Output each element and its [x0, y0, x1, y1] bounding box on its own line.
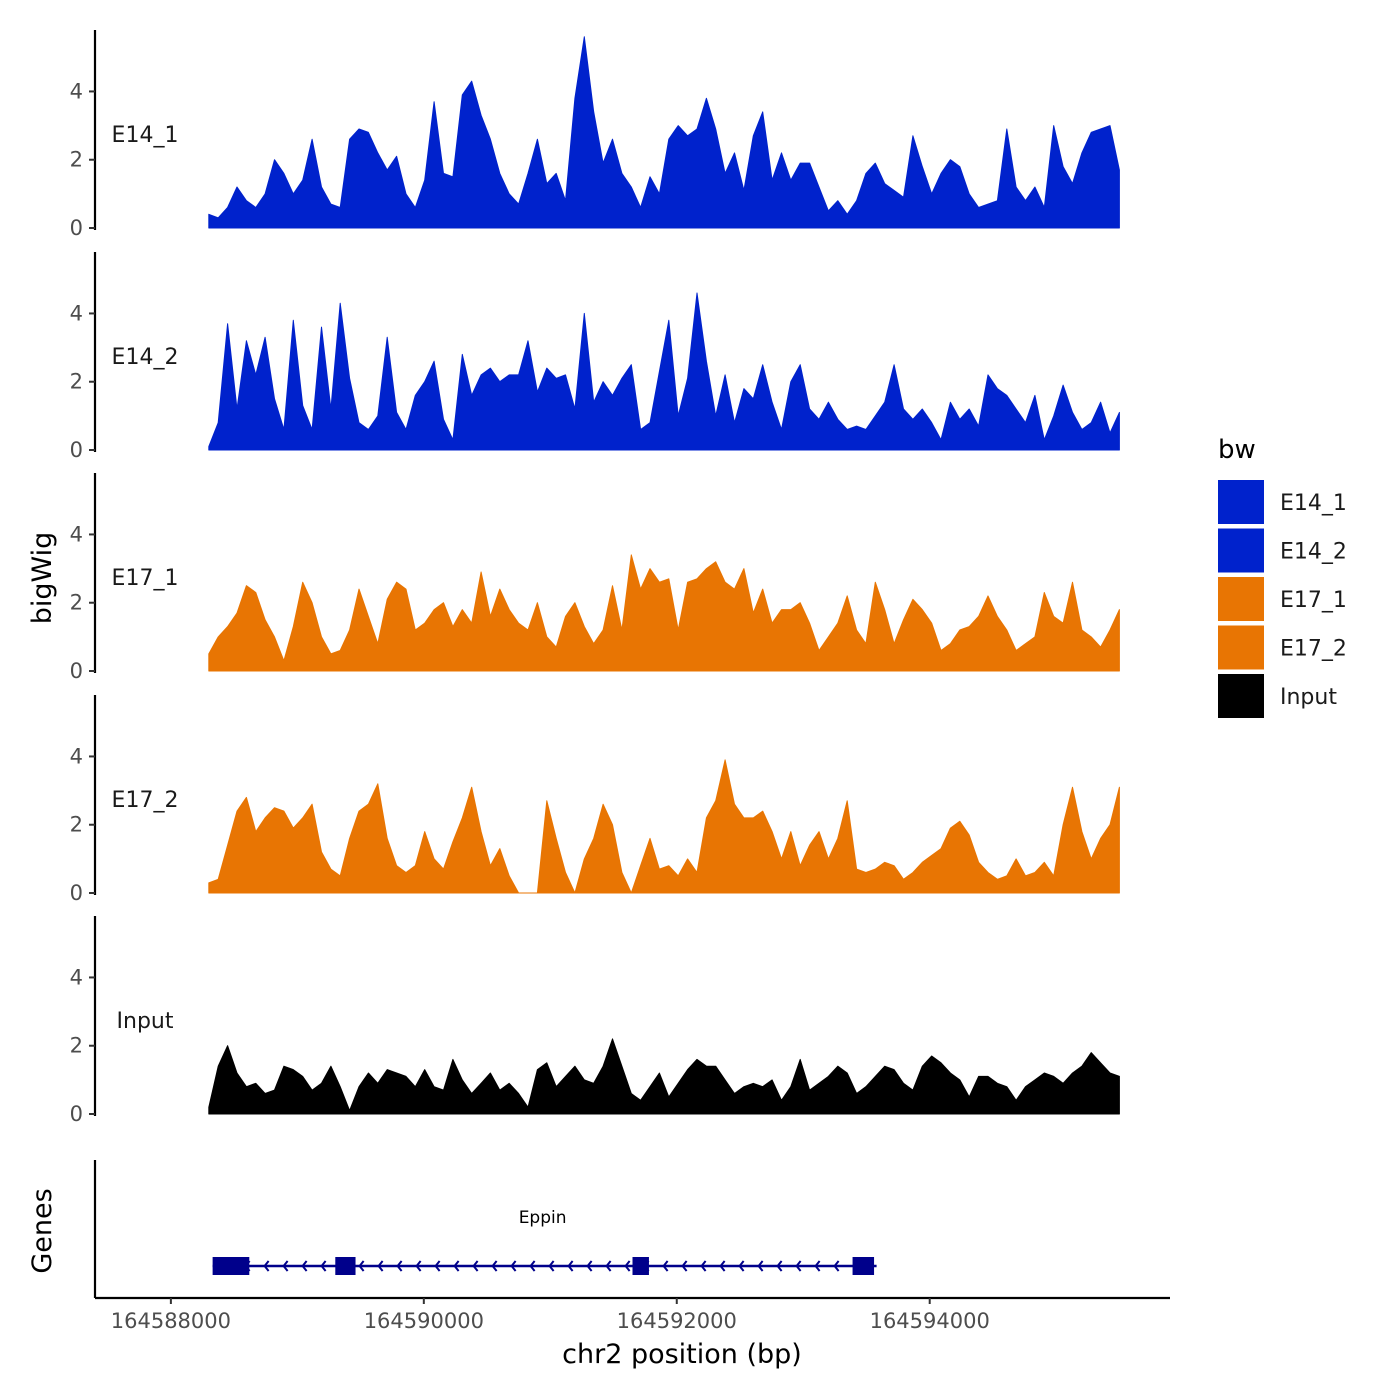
legend: bw E14_1 E14_2 E17_1 E17_2 Input — [1218, 435, 1347, 718]
legend-label: E14_1 — [1280, 491, 1347, 516]
legend-entry-E14_2: E14_2 — [1218, 528, 1347, 573]
track-label-E14_1: E14_1 — [112, 123, 179, 148]
track-E17_1: 0 2 4 E17_1 — [70, 473, 1120, 683]
strand-arrow — [662, 1260, 669, 1272]
legend-swatch — [1218, 480, 1264, 524]
legend-swatch — [1218, 674, 1264, 718]
strand-arrow — [282, 1260, 289, 1272]
x-tick-label: 164594000 — [870, 1309, 990, 1333]
y-tick-label: 2 — [70, 370, 83, 394]
strand-arrow — [605, 1260, 612, 1272]
legend-label: E17_2 — [1280, 637, 1347, 662]
x-tick-label: 164590000 — [364, 1309, 484, 1333]
legend-entry-E17_2: E17_2 — [1218, 625, 1347, 670]
y-tick-label: 4 — [70, 965, 83, 989]
legend-label: E17_1 — [1280, 588, 1347, 613]
strand-arrow — [700, 1260, 707, 1272]
coverage-area-E17_2 — [208, 759, 1120, 894]
strand-arrow — [320, 1260, 327, 1272]
strand-arrow — [833, 1260, 840, 1272]
y-tick-label: 4 — [70, 301, 83, 325]
track-label-E17_1: E17_1 — [112, 566, 179, 591]
y-tick-label: 0 — [70, 659, 83, 683]
strand-arrow — [453, 1260, 460, 1272]
strand-arrow — [738, 1260, 745, 1272]
y-tick-label: 4 — [70, 79, 83, 103]
y-tick-label: 0 — [70, 216, 83, 240]
track-Input: 0 2 4 Input — [70, 916, 1120, 1126]
legend-title: bw — [1218, 435, 1256, 465]
gene-exon — [335, 1257, 356, 1275]
legend-swatch — [1218, 528, 1264, 573]
strand-arrow — [624, 1260, 631, 1272]
gene-exon — [632, 1257, 649, 1275]
strand-arrow — [719, 1260, 726, 1272]
strand-arrow — [529, 1260, 536, 1272]
strand-arrow — [795, 1260, 802, 1272]
y-axis-title: bigWig — [27, 532, 58, 625]
track-E14_1: 0 2 4 E14_1 — [70, 30, 1120, 240]
track-label-E14_2: E14_2 — [112, 345, 179, 370]
x-tick-label: 164592000 — [617, 1309, 737, 1333]
strand-arrow — [586, 1260, 593, 1272]
strand-arrow — [472, 1260, 479, 1272]
strand-arrow — [757, 1260, 764, 1272]
genes-track-title: Genes — [27, 1188, 58, 1273]
gene-track: Eppin — [93, 1160, 877, 1298]
strand-arrow — [491, 1260, 498, 1272]
gene-Eppin: Eppin — [212, 1208, 877, 1275]
coverage-area-E17_1 — [208, 554, 1120, 672]
y-tick-label: 2 — [70, 813, 83, 837]
legend-swatch — [1218, 625, 1264, 670]
track-panels: 0 2 4 E14_1 0 2 4 E14_2 0 2 4 E17_1 0 2 4 E17_2 0 2 4 Input — [70, 30, 1120, 1126]
strand-arrow — [548, 1260, 555, 1272]
strand-arrow — [263, 1260, 270, 1272]
strand-arrow — [567, 1260, 574, 1272]
legend-swatch — [1218, 577, 1264, 621]
track-E17_2: 0 2 4 E17_2 — [70, 695, 1120, 905]
gene-exon — [852, 1257, 875, 1275]
x-tick-label: 164588000 — [111, 1309, 231, 1333]
track-label-Input: Input — [117, 1009, 174, 1034]
legend-entry-E17_1: E17_1 — [1218, 577, 1347, 621]
y-tick-label: 2 — [70, 591, 83, 615]
gene-label: Eppin — [519, 1208, 567, 1228]
strand-arrow — [396, 1260, 403, 1272]
y-tick-label: 0 — [70, 438, 83, 462]
strand-arrow — [301, 1260, 308, 1272]
y-tick-label: 2 — [70, 148, 83, 172]
track-E14_2: 0 2 4 E14_2 — [70, 252, 1120, 462]
strand-arrow — [377, 1260, 384, 1272]
legend-entry-Input: Input — [1218, 674, 1337, 718]
y-tick-label: 2 — [70, 1034, 83, 1058]
strand-arrow — [681, 1260, 688, 1272]
legend-entry-E14_1: E14_1 — [1218, 480, 1347, 524]
strand-arrow — [510, 1260, 517, 1272]
strand-arrow — [814, 1260, 821, 1272]
strand-arrow — [415, 1260, 422, 1272]
coverage-area-E14_2 — [208, 292, 1120, 451]
y-tick-label: 4 — [70, 522, 83, 546]
x-axis: 164588000 164590000 164592000 164594000 — [95, 1296, 1170, 1333]
coverage-area-E14_1 — [208, 36, 1120, 229]
x-axis-title: chr2 position (bp) — [562, 1339, 802, 1370]
y-tick-label: 0 — [70, 1102, 83, 1126]
coverage-area-Input — [208, 1038, 1120, 1115]
y-tick-label: 0 — [70, 881, 83, 905]
strand-arrow — [776, 1260, 783, 1272]
gene-exon — [212, 1257, 250, 1275]
y-tick-label: 4 — [70, 744, 83, 768]
strand-arrow — [358, 1260, 365, 1272]
strand-arrow — [434, 1260, 441, 1272]
legend-label: E14_2 — [1280, 540, 1347, 565]
legend-label: Input — [1280, 685, 1337, 710]
track-label-E17_2: E17_2 — [112, 788, 179, 813]
